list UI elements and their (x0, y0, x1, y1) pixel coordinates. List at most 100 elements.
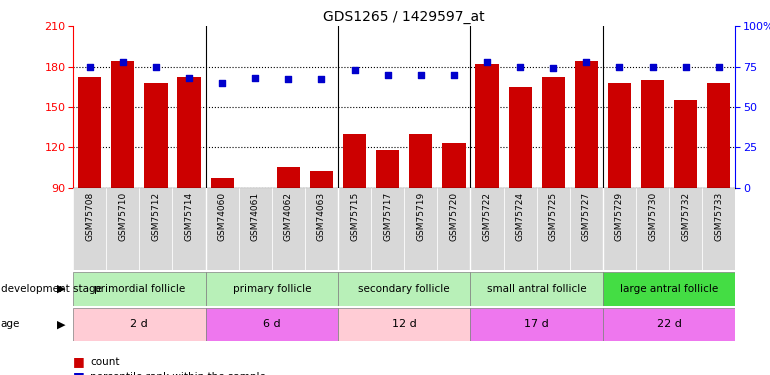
FancyBboxPatch shape (73, 188, 106, 270)
FancyBboxPatch shape (305, 188, 338, 270)
Bar (641, 80, 665, 188)
Title: GDS1265 / 1429597_at: GDS1265 / 1429597_at (323, 10, 485, 24)
Text: percentile rank within the sample: percentile rank within the sample (90, 372, 266, 375)
Text: 6 d: 6 d (263, 320, 280, 329)
FancyBboxPatch shape (73, 272, 206, 306)
FancyBboxPatch shape (338, 188, 371, 270)
Text: GSM75733: GSM75733 (715, 192, 723, 241)
Text: development stage: development stage (1, 284, 102, 294)
Text: GSM74062: GSM74062 (284, 192, 293, 241)
Text: small antral follicle: small antral follicle (487, 284, 587, 294)
FancyBboxPatch shape (272, 188, 305, 270)
Point (183, 75, 196, 81)
FancyBboxPatch shape (239, 188, 272, 270)
Point (581, 59, 593, 65)
Bar (343, 134, 367, 188)
Text: ▶: ▶ (57, 284, 65, 294)
Point (382, 72, 394, 78)
Point (647, 63, 659, 70)
Bar (276, 167, 300, 188)
Text: large antral follicle: large antral follicle (620, 284, 718, 294)
Bar (177, 77, 201, 188)
Text: GSM75714: GSM75714 (185, 192, 193, 241)
Text: GSM75729: GSM75729 (615, 192, 624, 241)
FancyBboxPatch shape (139, 188, 172, 270)
Text: GSM75717: GSM75717 (383, 192, 392, 241)
Text: secondary follicle: secondary follicle (359, 284, 450, 294)
FancyBboxPatch shape (470, 272, 603, 306)
FancyBboxPatch shape (537, 188, 570, 270)
Text: 17 d: 17 d (524, 320, 549, 329)
FancyBboxPatch shape (437, 188, 470, 270)
FancyBboxPatch shape (603, 308, 735, 341)
Bar (78, 77, 102, 188)
Text: ■: ■ (73, 356, 85, 368)
Text: GSM75715: GSM75715 (350, 192, 359, 241)
FancyBboxPatch shape (106, 188, 139, 270)
FancyBboxPatch shape (603, 188, 636, 270)
Text: GSM75722: GSM75722 (483, 192, 491, 241)
Bar (144, 83, 168, 188)
Bar (475, 64, 499, 188)
Point (117, 59, 129, 65)
Text: age: age (1, 320, 20, 329)
Bar (508, 87, 532, 188)
Text: GSM75725: GSM75725 (549, 192, 557, 241)
Text: GSM75708: GSM75708 (85, 192, 94, 241)
FancyBboxPatch shape (470, 308, 603, 341)
Bar (111, 61, 135, 188)
Point (514, 63, 527, 70)
Bar (376, 150, 400, 188)
Text: GSM74060: GSM74060 (218, 192, 226, 241)
FancyBboxPatch shape (570, 188, 603, 270)
Bar (574, 61, 598, 188)
FancyBboxPatch shape (404, 188, 437, 270)
Text: GSM75720: GSM75720 (450, 192, 458, 241)
Point (316, 76, 328, 82)
Bar (442, 143, 466, 188)
Text: ■: ■ (73, 370, 85, 375)
Text: GSM75730: GSM75730 (648, 192, 657, 241)
Point (348, 67, 360, 73)
Point (282, 76, 294, 82)
FancyBboxPatch shape (636, 188, 669, 270)
Text: GSM75710: GSM75710 (119, 192, 127, 241)
Bar (674, 100, 698, 188)
Point (249, 75, 262, 81)
Text: GSM75732: GSM75732 (681, 192, 690, 241)
Text: count: count (90, 357, 119, 367)
Bar (210, 178, 234, 188)
Bar (310, 171, 333, 188)
Point (713, 63, 725, 70)
Bar (608, 83, 631, 188)
Text: primary follicle: primary follicle (233, 284, 311, 294)
Bar (707, 83, 731, 188)
FancyBboxPatch shape (172, 188, 206, 270)
Point (680, 63, 692, 70)
FancyBboxPatch shape (206, 272, 338, 306)
Point (614, 63, 626, 70)
Bar (541, 77, 565, 188)
Point (480, 59, 494, 65)
FancyBboxPatch shape (470, 188, 504, 270)
FancyBboxPatch shape (504, 188, 537, 270)
Point (415, 72, 427, 78)
Text: GSM75727: GSM75727 (582, 192, 591, 241)
FancyBboxPatch shape (669, 188, 702, 270)
FancyBboxPatch shape (338, 272, 470, 306)
FancyBboxPatch shape (702, 188, 735, 270)
Bar (409, 134, 433, 188)
Text: GSM75719: GSM75719 (417, 192, 425, 241)
Text: ▶: ▶ (57, 320, 65, 329)
Point (448, 72, 460, 78)
FancyBboxPatch shape (73, 308, 206, 341)
Text: 2 d: 2 d (130, 320, 149, 329)
Text: GSM75712: GSM75712 (152, 192, 160, 241)
FancyBboxPatch shape (338, 308, 470, 341)
FancyBboxPatch shape (206, 308, 338, 341)
Point (149, 63, 162, 70)
Text: 12 d: 12 d (392, 320, 417, 329)
FancyBboxPatch shape (603, 272, 735, 306)
Text: 22 d: 22 d (657, 320, 681, 329)
Point (547, 65, 560, 71)
